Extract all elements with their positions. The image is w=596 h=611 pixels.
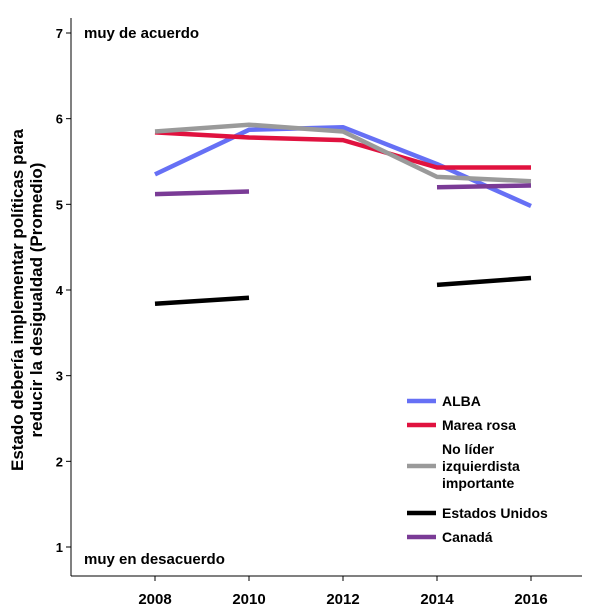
series-line-no-l-der-izquierdista-importante [154,122,532,184]
x-tick-label: 2010 [232,591,265,608]
legend-label-alba: ALBA [442,393,481,409]
y-axis-title-line1: Estado debería implementar políticas par… [8,128,27,471]
y-tick-label: 6 [56,112,63,127]
legend-label-no-l-der-izquierdista-importante: izquierdista [442,458,520,474]
y-tick-label: 4 [56,283,64,298]
legend: ALBA Marea rosa No líderizquierdistaimport… [407,393,548,545]
x-tick-label: 2016 [514,591,547,608]
series-line-estados-unidos [154,295,250,306]
series-line-marea-rosa [154,130,531,170]
y-ticks: 1 2 3 4 5 6 7 [56,26,71,555]
series-line-canad [436,183,532,190]
x-tick-label: 2012 [326,591,359,608]
legend-label-canad-: Canadá [442,529,493,545]
series-line-canad [154,189,250,197]
legend-label-estados-unidos: Estados Unidos [442,505,548,521]
annotation-bottom: muy en desacuerdo [84,551,225,568]
y-tick-label: 1 [56,540,63,555]
legend-label-no-l-der-izquierdista-importante: No líder [442,441,495,457]
axes [70,18,582,577]
y-tick-label: 7 [56,26,63,41]
legend-label-marea-rosa: Marea rosa [442,417,516,433]
series-line-estados-unidos [436,275,532,288]
annotation-top: muy de acuerdo [84,25,199,42]
y-tick-label: 5 [56,197,63,212]
x-ticks: 2008 2010 2012 2014 2016 [138,576,548,608]
x-tick-label: 2008 [138,591,171,608]
x-tick-label: 2014 [420,591,454,608]
y-tick-label: 2 [56,454,63,469]
y-axis-title-line2: reducir la desigualdad (Promedio) [27,163,46,438]
y-axis-title: Estado debería implementar políticas par… [8,128,46,471]
y-tick-label: 3 [56,369,63,384]
series-lines [154,122,532,306]
legend-label-no-l-der-izquierdista-importante: importante [442,475,515,491]
